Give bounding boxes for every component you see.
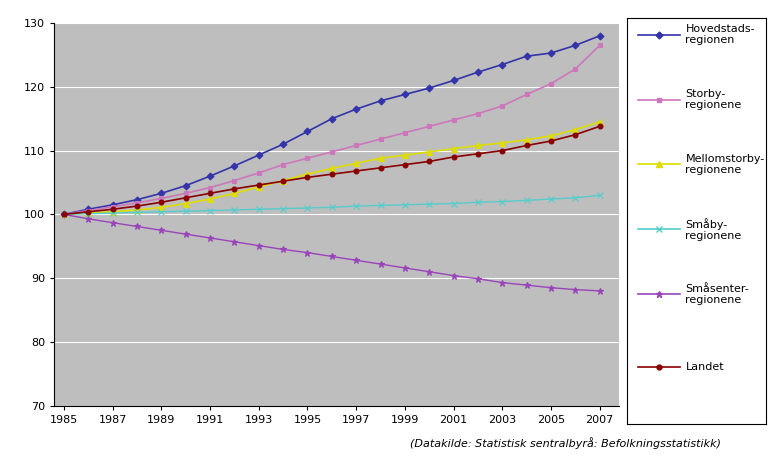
Text: (Datakilde: Statistisk sentralbyrå: Befolkningsstatistikk): (Datakilde: Statistisk sentralbyrå: Befo… (409, 437, 721, 449)
Text: Småsenter-
regionene: Småsenter- regionene (686, 284, 749, 305)
Text: Storby-
regionene: Storby- regionene (686, 89, 741, 110)
Text: Småby-
regionene: Småby- regionene (686, 218, 741, 241)
Text: Landet: Landet (686, 362, 724, 372)
Text: Mellomstorby-
regionene: Mellomstorby- regionene (686, 154, 765, 175)
Text: Hovedstads-
regionen: Hovedstads- regionen (686, 24, 755, 46)
